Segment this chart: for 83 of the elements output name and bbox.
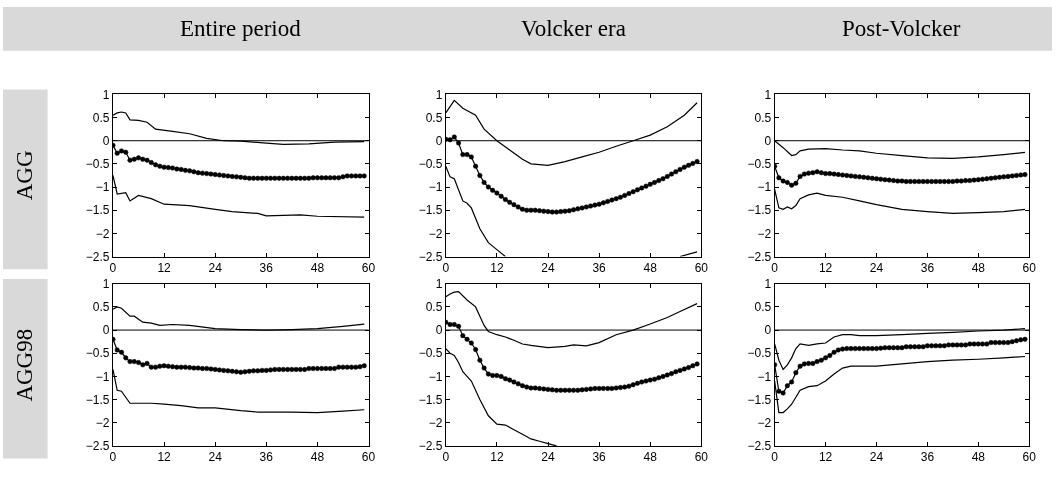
x-tick-label: 36 (592, 260, 607, 275)
y-tick-label: 0.5 (754, 110, 772, 125)
chart-title: Volcker era (521, 16, 626, 41)
y-tick-label: 1 (764, 87, 772, 102)
x-tick-label: 48 (310, 260, 325, 275)
x-tick-label: 60 (694, 450, 709, 465)
y-axis-title: AGG (12, 150, 38, 201)
y-tick-label: −2.5 (85, 439, 110, 454)
x-tick-label: 60 (1022, 450, 1037, 465)
x-tick-label: 48 (971, 450, 986, 465)
x-tick-label: 24 (869, 260, 884, 275)
x-tick-label: 48 (643, 450, 658, 465)
y-tick-label: −2 (757, 415, 772, 430)
chart-title: Entire period (180, 16, 302, 41)
y-tick-label: −2 (757, 226, 772, 241)
y-tick-label: 0 (764, 133, 772, 148)
y-tick-label: −1 (757, 180, 772, 195)
x-tick-label: 12 (157, 260, 172, 275)
x-tick-label: 36 (920, 450, 935, 465)
y-tick-label: −0.5 (418, 157, 443, 172)
y-tick-label: −0.5 (747, 346, 772, 361)
x-tick-label: 12 (490, 260, 504, 275)
y-tick-label: 1 (435, 87, 443, 102)
y-tick-label: −2.5 (747, 249, 772, 264)
x-tick-label: 36 (259, 450, 274, 465)
y-tick-label: 0 (435, 323, 443, 338)
y-tick-label: −0.5 (85, 346, 110, 361)
x-tick-label: 24 (208, 450, 223, 465)
x-tick-label: 36 (592, 450, 607, 465)
chart-title: Post-Volcker (842, 16, 961, 41)
y-tick-label: −1 (428, 180, 443, 195)
x-tick-label: 12 (818, 450, 833, 465)
x-tick-label: 12 (157, 450, 172, 465)
x-tick-label: 24 (541, 260, 555, 275)
x-tick-label: 60 (361, 260, 376, 275)
y-tick-label: −2.5 (418, 249, 443, 264)
x-tick-label: 12 (818, 260, 833, 275)
y-tick-label: 0 (102, 323, 110, 338)
y-tick-label: 0.5 (754, 300, 772, 315)
y-tick-label: 0 (435, 133, 443, 148)
y-tick-label: −0.5 (85, 157, 110, 172)
x-tick-label: 24 (869, 450, 884, 465)
y-tick-label: −1.5 (418, 203, 443, 218)
y-tick-label: −1.5 (747, 203, 772, 218)
x-tick-label: 24 (208, 260, 223, 275)
y-tick-label: −1 (95, 180, 110, 195)
y-tick-label: −2 (95, 415, 110, 430)
y-tick-label: 0.5 (92, 110, 110, 125)
x-tick-label: 60 (361, 450, 376, 465)
y-tick-label: 0 (102, 133, 110, 148)
y-tick-label: 0.5 (92, 300, 110, 315)
x-tick-label: 48 (971, 260, 986, 275)
y-tick-label: 0.5 (425, 110, 443, 125)
y-tick-label: −1 (428, 369, 443, 384)
x-tick-label: 60 (694, 260, 709, 275)
y-tick-label: 1 (435, 276, 443, 291)
y-tick-label: 0.5 (425, 300, 443, 315)
y-tick-label: −2 (428, 415, 443, 430)
y-tick-label: −2.5 (747, 439, 772, 454)
y-tick-label: −0.5 (418, 346, 443, 361)
x-tick-label: 24 (541, 450, 555, 465)
x-tick-label: 60 (1022, 260, 1037, 275)
x-tick-label: 12 (490, 450, 504, 465)
y-tick-label: −1.5 (85, 203, 110, 218)
y-axis-title: AGG98 (11, 328, 37, 402)
x-tick-label: 48 (643, 260, 658, 275)
y-tick-label: −2 (95, 226, 110, 241)
y-tick-label: −2 (428, 226, 443, 241)
y-tick-label: −1.5 (747, 392, 772, 407)
y-tick-label: −1.5 (418, 392, 443, 407)
y-tick-label: 1 (102, 87, 110, 102)
x-tick-label: 36 (259, 260, 274, 275)
y-tick-label: 1 (764, 276, 772, 291)
y-tick-label: 0 (764, 323, 772, 338)
y-tick-label: −1.5 (85, 392, 110, 407)
y-tick-label: −1 (757, 369, 772, 384)
y-tick-label: −2.5 (85, 249, 110, 264)
y-tick-label: 1 (102, 276, 110, 291)
y-tick-label: −2.5 (418, 439, 443, 454)
x-tick-label: 36 (920, 260, 935, 275)
y-tick-label: −0.5 (747, 157, 772, 172)
y-tick-label: −1 (95, 369, 110, 384)
x-tick-label: 48 (310, 450, 325, 465)
